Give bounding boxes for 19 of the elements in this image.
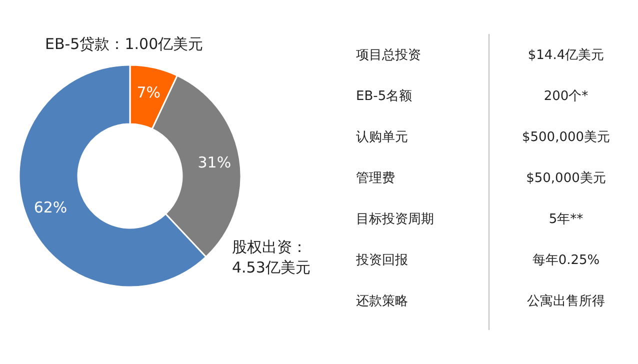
text: 每年0.25% [532, 253, 600, 268]
text: 认购单元 [356, 130, 408, 145]
text: 公寓出售所得 [527, 293, 605, 309]
data-label: 7% [136, 84, 161, 102]
slice-label: EB-5贷款：1.00亿美元 [45, 35, 204, 53]
text: 5年** [548, 212, 584, 227]
slice-label: 股权出资： 4.53亿美元 [232, 238, 310, 276]
text: $50,000美元 [526, 170, 606, 186]
text: 项目总投资 [356, 48, 421, 63]
text: $500,000美元 [522, 129, 610, 145]
data-label: 31% [198, 154, 232, 172]
text: 目标投资周期 [356, 212, 434, 227]
text: 还款策略 [356, 294, 408, 309]
text: 200个* [544, 89, 589, 104]
text: EB-5名额 [356, 89, 412, 104]
text: $14.4亿美元 [528, 47, 604, 63]
text: 管理费 [356, 171, 395, 186]
text: 投资回报 [355, 253, 408, 268]
data-label: 62% [34, 198, 68, 216]
